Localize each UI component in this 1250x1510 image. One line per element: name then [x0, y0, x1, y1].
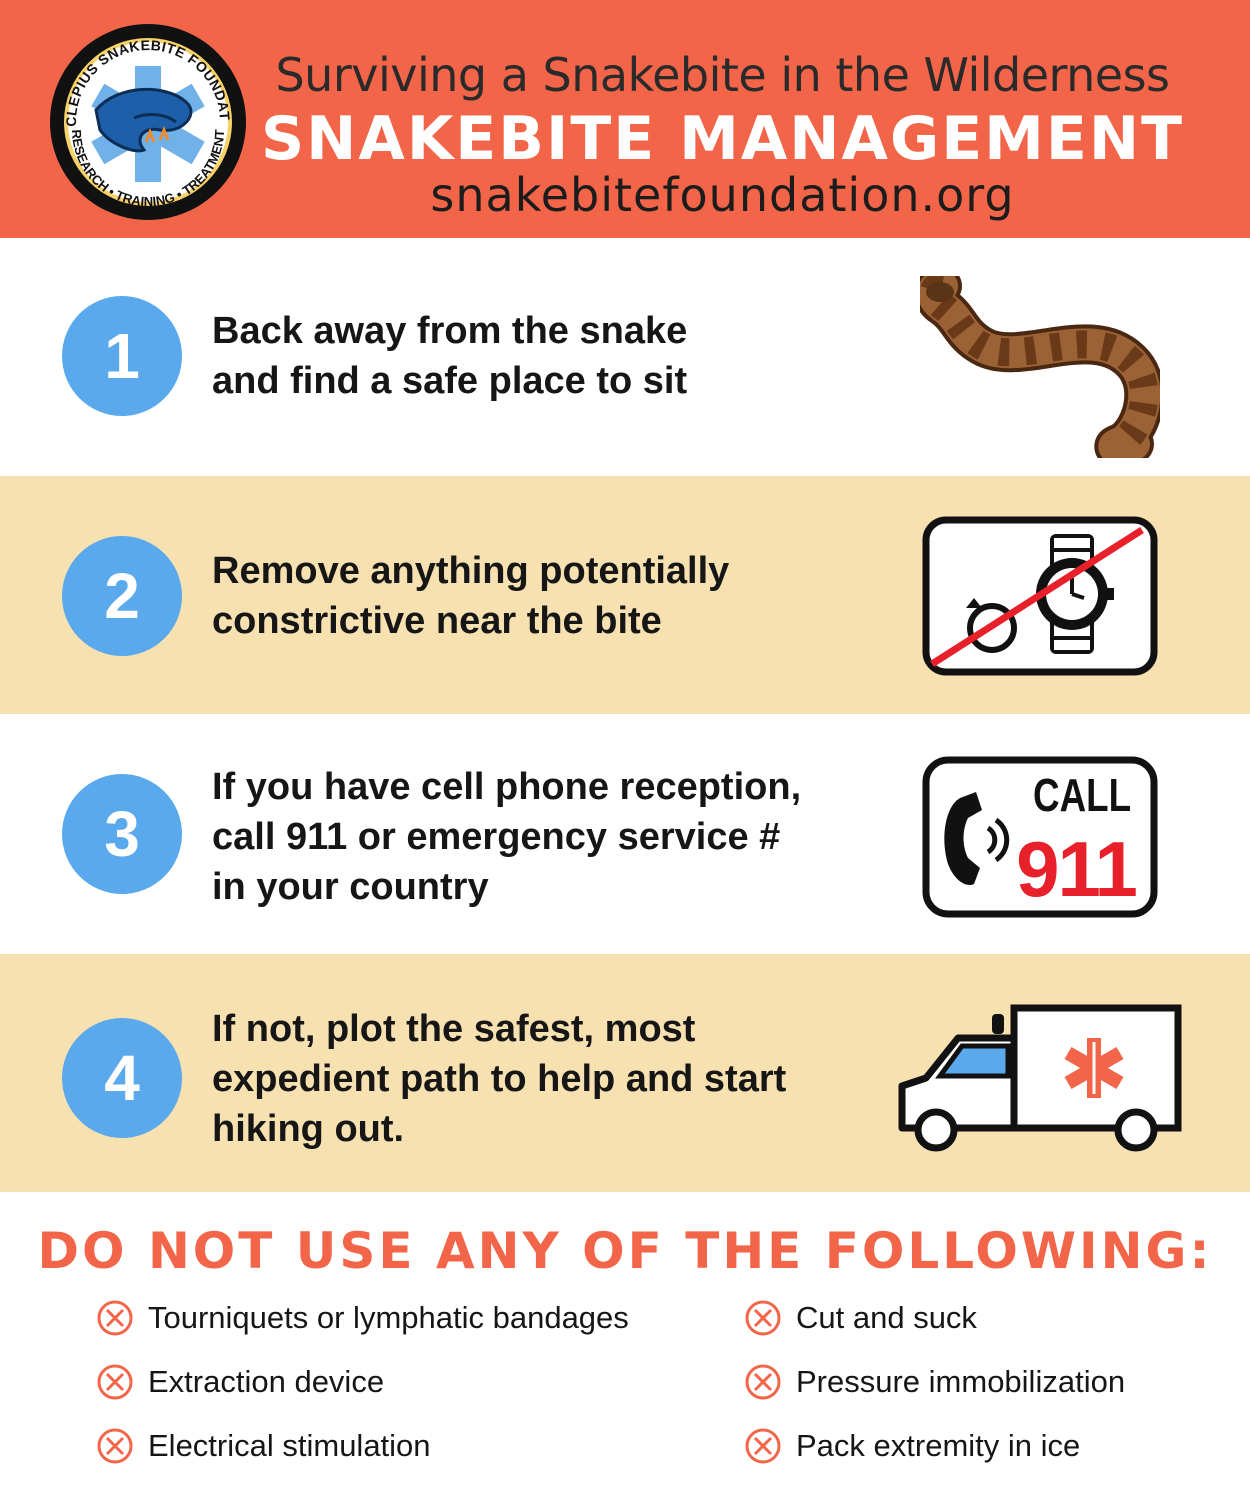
step-number-circle: 2: [62, 536, 182, 656]
step-text-line: and find a safe place to sit: [212, 360, 688, 402]
page-subtitle: Surviving a Snakebite in the Wilderness: [275, 48, 1170, 102]
step-number-circle: 1: [62, 296, 182, 416]
x-circle-icon: [97, 1300, 133, 1336]
step-4: 4 If not, plot the safest, most expedien…: [0, 954, 1250, 1192]
warning-text: Tourniquets or lymphatic bandages: [148, 1300, 629, 1335]
header-banner: ASCLEPIUS SNAKEBITE FOUNDATION RESEARCH …: [0, 0, 1250, 238]
warning-text: Pack extremity in ice: [796, 1428, 1081, 1463]
step-2: 2 Remove anything potentially constricti…: [0, 476, 1250, 714]
call-label: CALL: [1033, 769, 1131, 821]
step-text-line: hiking out.: [212, 1108, 405, 1150]
warning-text: Electrical stimulation: [148, 1428, 431, 1463]
warning-item: Electrical stimulation: [96, 1426, 431, 1466]
x-circle-icon: [97, 1428, 133, 1464]
ambulance-icon: [898, 1004, 1182, 1152]
warning-item: Pack extremity in ice: [744, 1426, 1080, 1466]
step-text: If not, plot the safest, most expedient …: [212, 1004, 852, 1154]
warning-item: Tourniquets or lymphatic bandages: [96, 1298, 629, 1338]
step-number-circle: 3: [62, 774, 182, 894]
x-circle-icon: [745, 1300, 781, 1336]
step-text: Remove anything potentially constrictive…: [212, 546, 852, 646]
step-text-line: in your country: [212, 866, 489, 908]
warning-item: Pressure immobilization: [744, 1362, 1125, 1402]
step-3: 3 If you have cell phone reception, call…: [0, 714, 1250, 952]
call-911-icon: CALL 911: [922, 756, 1158, 918]
step-number-circle: 4: [62, 1018, 182, 1138]
warning-text: Pressure immobilization: [796, 1364, 1126, 1399]
no-ring-watch-icon: [922, 516, 1158, 676]
step-text-line: If not, plot the safest, most: [212, 1008, 696, 1050]
warning-item: Extraction device: [96, 1362, 384, 1402]
page-title: SNAKEBITE MANAGEMENT: [260, 104, 1185, 174]
step-text-line: constrictive near the bite: [212, 600, 662, 642]
step-text: If you have cell phone reception, call 9…: [212, 762, 852, 912]
website-link[interactable]: snakebitefoundation.org: [430, 168, 1015, 222]
step-text-line: expedient path to help and start: [212, 1058, 787, 1100]
foundation-logo: ASCLEPIUS SNAKEBITE FOUNDATION RESEARCH …: [48, 22, 246, 220]
step-1: 1 Back away from the snake and find a sa…: [0, 238, 1250, 476]
step-text-line: If you have cell phone reception,: [212, 766, 802, 808]
step-text: Back away from the snake and find a safe…: [212, 306, 852, 406]
step-text-line: Back away from the snake: [212, 310, 688, 352]
snake-icon: [920, 276, 1160, 458]
x-circle-icon: [745, 1428, 781, 1464]
warning-item: Cut and suck: [744, 1298, 977, 1338]
warning-text: Extraction device: [148, 1364, 385, 1399]
warning-text: Cut and suck: [796, 1300, 977, 1335]
step-text-line: Remove anything potentially: [212, 550, 730, 592]
warning-heading: DO NOT USE ANY OF THE FOLLOWING:: [37, 1222, 1213, 1280]
x-circle-icon: [745, 1364, 781, 1400]
x-circle-icon: [97, 1364, 133, 1400]
step-text-line: call 911 or emergency service #: [212, 816, 781, 858]
emergency-number: 911: [1016, 825, 1136, 913]
